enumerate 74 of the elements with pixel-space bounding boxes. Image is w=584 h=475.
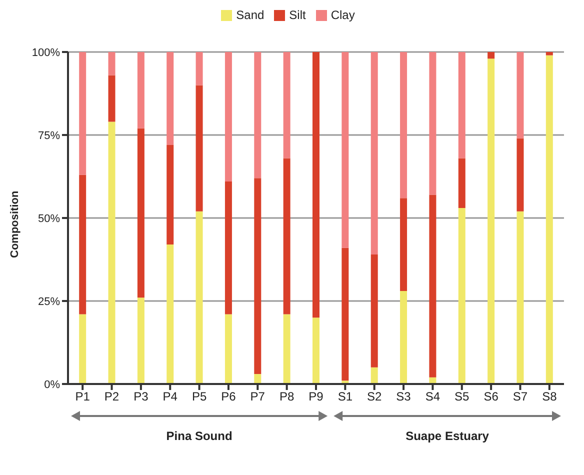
bar	[370, 52, 378, 255]
bar	[516, 211, 524, 384]
bar	[254, 374, 262, 384]
bar	[166, 52, 174, 145]
legend-label: Silt	[289, 8, 306, 22]
bar	[400, 198, 408, 292]
bar	[429, 194, 436, 378]
x-tick-label: S1	[338, 390, 353, 404]
y-tick-label: 100%	[32, 46, 60, 59]
y-tick-label: 25%	[38, 296, 60, 308]
bar	[254, 52, 262, 178]
bar	[224, 314, 232, 384]
x-tick-label: P7	[250, 390, 266, 404]
x-tick-label: S8	[542, 390, 558, 404]
x-tick-label: P8	[279, 390, 294, 404]
x-tick-label: P1	[75, 390, 90, 404]
bar	[516, 138, 524, 212]
text: Suape Estuary	[406, 429, 490, 443]
x-tick-label: S5	[454, 390, 470, 404]
bar	[400, 291, 408, 384]
bar	[196, 211, 203, 384]
bar	[370, 254, 378, 368]
bar	[342, 52, 349, 248]
bar	[196, 52, 203, 86]
bar	[166, 244, 174, 384]
bar	[283, 158, 290, 314]
bar	[79, 174, 86, 314]
bar	[137, 128, 144, 298]
bar	[429, 52, 436, 195]
y-tick-label: 75%	[38, 130, 60, 142]
x-tick-label: S4	[425, 390, 440, 404]
bar	[488, 52, 495, 59]
bar	[108, 52, 116, 76]
x-tick-label: S2	[367, 390, 382, 404]
x-tick-label: P4	[162, 390, 178, 404]
y-axis-title: Composition	[8, 190, 21, 258]
bar	[224, 52, 232, 182]
bar	[342, 248, 349, 381]
bar	[400, 52, 408, 198]
bar	[283, 52, 290, 158]
x-tick-label: P6	[221, 390, 236, 404]
bar	[79, 314, 86, 384]
bar	[79, 52, 86, 175]
y-tick-label: 50%	[38, 212, 60, 225]
bar	[458, 52, 466, 158]
x-tick-label: P2	[104, 390, 120, 404]
bar	[224, 181, 232, 314]
bar	[370, 367, 378, 384]
bar	[458, 208, 466, 384]
bar	[546, 55, 553, 384]
bar	[516, 52, 524, 138]
x-tick-label: P9	[308, 390, 324, 404]
legend-label: Sand	[236, 8, 264, 22]
bar	[488, 58, 495, 384]
bar	[458, 158, 466, 208]
bar	[312, 318, 320, 384]
bar	[283, 314, 290, 384]
bar	[108, 75, 116, 122]
bar	[196, 85, 203, 212]
x-tick-label: S7	[512, 390, 528, 404]
bar	[166, 144, 174, 245]
bar	[546, 52, 553, 56]
bar	[137, 298, 144, 384]
bar	[254, 178, 262, 374]
y-tick-label: 0%	[44, 378, 60, 391]
text: Pina Sound	[166, 429, 232, 443]
x-tick-label: P5	[192, 390, 207, 404]
x-tick-label: S3	[396, 390, 412, 404]
x-tick-label: S6	[484, 390, 499, 404]
bar	[137, 52, 144, 128]
bar	[108, 122, 116, 384]
bar	[312, 52, 320, 318]
legend-label: Clay	[330, 8, 355, 22]
x-tick-label: P3	[134, 390, 149, 404]
